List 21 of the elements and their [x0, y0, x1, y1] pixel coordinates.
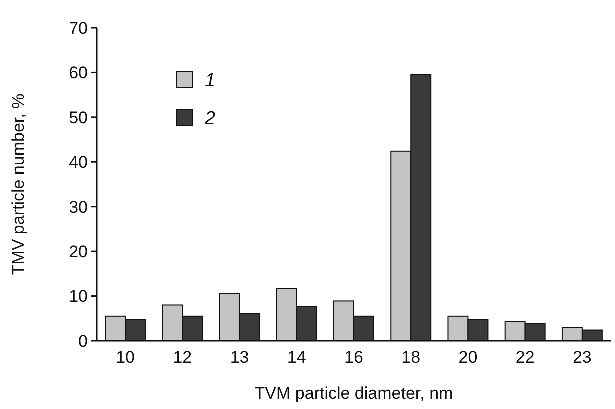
y-tick-label: 0 — [78, 332, 88, 351]
x-tick-label: 14 — [287, 348, 306, 367]
x-tick-label: 10 — [116, 348, 136, 367]
x-tick-label: 16 — [344, 348, 364, 367]
y-tick-label: 10 — [69, 287, 88, 306]
y-tick-label: 60 — [69, 64, 88, 83]
x-tick-label: 20 — [458, 348, 478, 367]
x-tick-label: 13 — [230, 348, 250, 367]
y-tick-label: 50 — [69, 108, 88, 128]
x-tick-label: 23 — [572, 348, 592, 367]
y-tick-label: 30 — [69, 198, 88, 217]
x-axis-title: TVM particle diameter, nm — [254, 384, 454, 403]
x-tick-label: 22 — [516, 348, 535, 367]
y-tick-label: 70 — [69, 18, 88, 38]
y-tick-label: 20 — [69, 242, 88, 262]
x-tick-label: 18 — [402, 348, 421, 367]
y-tick-label: 40 — [69, 153, 88, 172]
legend-label: 2 — [204, 108, 216, 130]
x-tick-label: 12 — [173, 348, 192, 367]
y-axis-title: TMV particle number, % — [9, 94, 28, 276]
legend-label: 1 — [205, 70, 216, 92]
